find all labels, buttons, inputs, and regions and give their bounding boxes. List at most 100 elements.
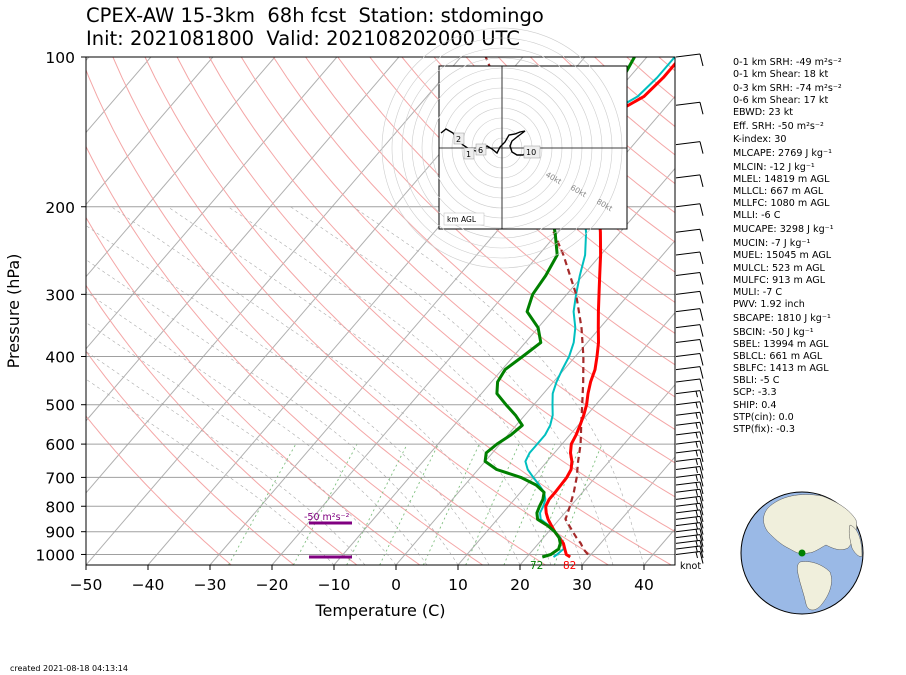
wind-barb: [675, 353, 704, 366]
wind-barb: [675, 339, 704, 352]
param-line: MUCAPE: 3298 J kg⁻¹: [733, 224, 834, 236]
wind-barb: [675, 366, 704, 379]
globe-africa-edge: [848, 524, 863, 557]
param-line: SBCAPE: 1810 J kg⁻¹: [733, 312, 831, 324]
mixing-ratio-line: [553, 443, 603, 565]
wind-barb: [675, 466, 704, 479]
dry-adiabat-line: [401, 57, 675, 304]
param-line: 0-1 km SRH: -49 m²s⁻²: [733, 57, 842, 68]
wind-barb: [675, 457, 704, 471]
globe-north-america: [763, 494, 857, 555]
wind-barb: [675, 53, 704, 67]
dry-adiabat-line: [86, 216, 421, 565]
param-line: SCP: -3.3: [733, 387, 777, 399]
wind-barb: [675, 495, 704, 509]
x-tick-label: 0: [391, 576, 401, 594]
hodo-label-box-6: [475, 143, 487, 156]
wind-barb: [675, 522, 704, 535]
wind-barb: [675, 228, 704, 242]
hodo-units-label: km AGL: [447, 215, 477, 224]
hodograph-inset: 40kt 60kt 80kt 2 1 6 10 km AGL: [381, 27, 628, 269]
dry-adiabat-line: [86, 350, 295, 565]
wind-barb: [675, 203, 704, 216]
y-tick-label: 200: [45, 199, 75, 217]
wind-barb: [675, 324, 704, 337]
isotherm-line: [86, 57, 462, 494]
dry-adiabat-line: [86, 284, 358, 565]
dry-adiabat-line: [176, 57, 675, 533]
y-tick-label: 900: [45, 524, 75, 542]
wind-barb: [675, 545, 704, 559]
chart-title: CPEX-AW 15-3km 68h fcst Station: stdomin…: [86, 4, 544, 50]
x-axis-label: Temperature (C): [314, 601, 445, 620]
param-line: MLLI: -6 C: [733, 210, 781, 222]
moist-adiabat-line: [228, 206, 583, 565]
dry-adiabat-line: [433, 57, 675, 273]
globe-south-america: [797, 561, 832, 611]
wind-barb: [675, 502, 704, 516]
dry-adiabat-line: [305, 57, 675, 398]
mixing-ratio-line: [379, 443, 439, 565]
station-marker: [798, 549, 806, 557]
param-line: MLLCL: 667 m AGL: [733, 185, 824, 197]
x-tick-label: −10: [318, 576, 351, 594]
moist-adiabat-line: [86, 351, 366, 565]
y-tick-label: 300: [45, 286, 75, 304]
surface-temp-label: 82: [563, 560, 576, 572]
mixing-ratio-line: [503, 443, 556, 565]
wind-barb: [675, 534, 704, 547]
y-tick-label: 1000: [36, 546, 75, 564]
isotherm-line: [581, 456, 675, 565]
y-tick-label: 500: [45, 397, 75, 415]
wind-barb: [675, 101, 704, 115]
x-tick-label: −20: [256, 576, 289, 594]
hodo-label-box-10: [523, 145, 541, 159]
param-line: Eff. SRH: -50 m²s⁻²: [733, 121, 824, 133]
dry-adiabat-line: [240, 57, 675, 464]
isotherm-line: [86, 57, 276, 278]
dry-adiabat-line: [208, 57, 675, 498]
moist-adiabat-line: [86, 225, 490, 565]
mixing-ratio-line: [346, 443, 408, 565]
param-line: MULI: -7 C: [733, 286, 783, 298]
param-line: PWV: 1.92 inch: [733, 298, 805, 310]
moist-adiabat-line: [352, 206, 645, 565]
x-tick-label: 40: [634, 576, 654, 594]
hodo-label-box-1: [463, 147, 475, 160]
param-line: SBLFC: 1413 m AGL: [733, 363, 829, 375]
wind-barb: [675, 290, 704, 304]
mixing-ratio-line: [465, 443, 520, 565]
barb-units-label: knot: [680, 561, 701, 572]
wind-barb: [675, 378, 704, 392]
wind-barb: [675, 440, 704, 454]
param-line: MLLFC: 1080 m AGL: [733, 198, 830, 210]
param-line: K-index: 30: [733, 133, 787, 145]
param-line: SHIP: 0.4: [733, 399, 777, 411]
x-tick-label: −50: [70, 576, 103, 594]
moist-adiabat-line: [167, 206, 552, 565]
dry-adiabat-line: [144, 57, 672, 565]
wind-barb: [675, 539, 704, 553]
wind-barb: [675, 421, 704, 435]
param-line: SBLI: -5 C: [733, 375, 780, 387]
y-tick-label: 100: [45, 49, 75, 67]
isotherm-line: [86, 57, 400, 422]
isotherm-line: [457, 311, 675, 565]
wind-barb: [675, 411, 704, 425]
wind-barb: [675, 488, 704, 502]
wind-barb: [675, 308, 704, 321]
x-tick-label: −30: [194, 576, 227, 594]
hodo-label-10: 10: [526, 148, 536, 157]
param-line: MLCAPE: 2769 J kg⁻¹: [733, 147, 832, 159]
wind-barb: [675, 174, 704, 188]
wind-barb: [675, 431, 704, 445]
parameters-panel: 0-1 km SRH: -49 m²s⁻² 0-1 km Shear: 18 kt…: [733, 57, 842, 436]
param-line: EBWD: 23 kt: [733, 107, 794, 119]
created-timestamp: created 2021-08-18 04:13:14: [10, 664, 128, 673]
x-tick-label: 20: [510, 576, 530, 594]
param-line: 0-3 km SRH: -74 m²s⁻²: [733, 83, 842, 95]
wind-barb: [675, 473, 704, 487]
param-line: MLEL: 14819 m AGL: [733, 173, 830, 185]
y-tick-label: 700: [45, 469, 75, 487]
param-line: MUEL: 15045 m AGL: [733, 250, 832, 262]
